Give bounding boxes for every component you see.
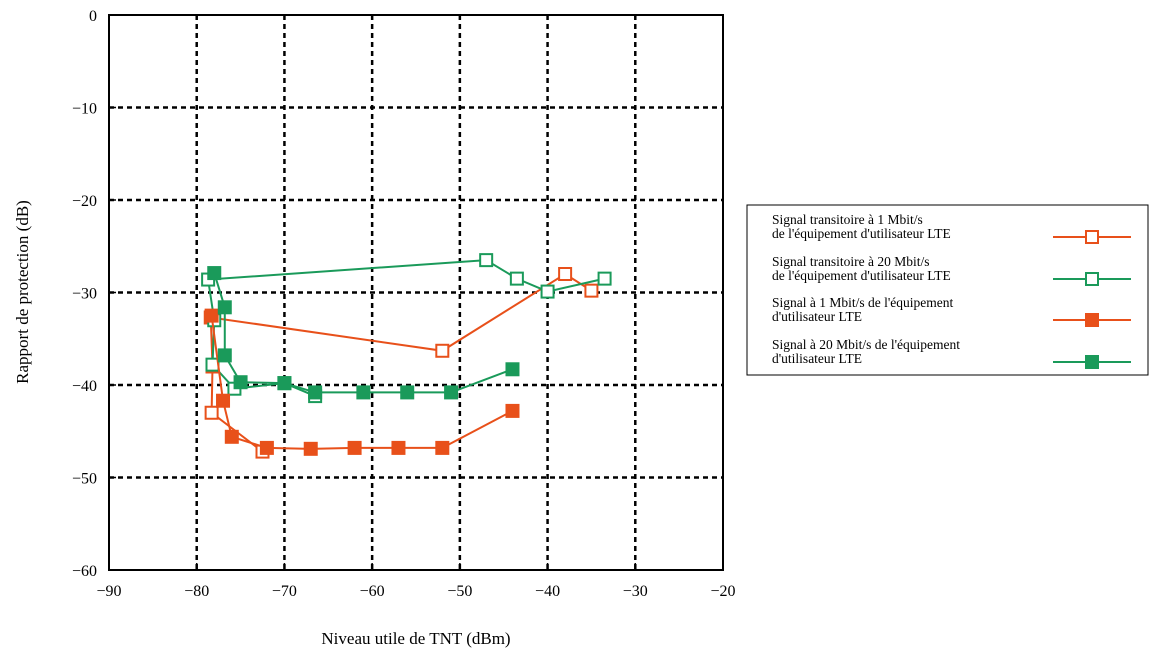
- data-point: [391, 440, 406, 455]
- data-point: [217, 300, 232, 315]
- legend-label: Signal à 1 Mbit/s de l'équipement: [772, 295, 954, 310]
- legend-entry-1: Signal transitoire à 1 Mbit/sde l'équipe…: [772, 212, 1131, 244]
- data-point: [509, 271, 524, 286]
- x-tick-label: −50: [447, 583, 472, 600]
- x-tick-label: −60: [360, 583, 385, 600]
- data-point: [444, 385, 459, 400]
- data-point: [347, 440, 362, 455]
- data-point: [233, 375, 248, 390]
- legend-marker: [1085, 272, 1099, 286]
- data-point: [435, 440, 450, 455]
- legend-entry-3: Signal à 1 Mbit/s de l'équipementd'utili…: [772, 295, 1131, 327]
- data-point: [540, 284, 555, 299]
- x-tick-label: −40: [535, 583, 560, 600]
- legend-label: Signal transitoire à 1 Mbit/s: [772, 212, 923, 227]
- grid-lines: [109, 15, 723, 570]
- data-point: [204, 308, 219, 323]
- data-point: [224, 429, 239, 444]
- legend-label: d'utilisateur LTE: [772, 351, 862, 366]
- series-line: [213, 272, 513, 394]
- y-axis-title: Rapport de protection (dB): [13, 200, 32, 384]
- x-tick-label: −30: [623, 583, 648, 600]
- data-point: [505, 403, 520, 418]
- legend-label: de l'équipement d'utilisateur LTE: [772, 226, 951, 241]
- data-point: [259, 440, 274, 455]
- legend-label: Signal à 20 Mbit/s de l'équipement: [772, 337, 960, 352]
- data-point: [558, 267, 573, 281]
- data-point: [505, 362, 520, 377]
- legend-label: Signal transitoire à 20 Mbit/s: [772, 254, 930, 269]
- data-point: [584, 283, 599, 298]
- legend-label: de l'équipement d'utilisateur LTE: [772, 268, 951, 283]
- data-point: [277, 376, 292, 391]
- series-1: [203, 267, 599, 459]
- series-2: [201, 253, 612, 404]
- legend: Signal transitoire à 1 Mbit/sde l'équipe…: [746, 204, 1149, 376]
- data-point: [435, 343, 450, 358]
- legend-box: [746, 204, 1149, 376]
- x-tick-label: −90: [96, 583, 121, 600]
- y-tick-label: −30: [72, 286, 97, 303]
- data-point: [308, 385, 323, 400]
- axis-ticks: −90 −80 −70 −60 −50 −40 −30 −20 0 −10 −20 −30 −40 −50…: [72, 8, 736, 600]
- x-tick-label: −20: [710, 583, 735, 600]
- series-4: [207, 266, 520, 400]
- data-point: [479, 253, 494, 268]
- legend-entry-4: Signal à 20 Mbit/s de l'équipementd'util…: [772, 337, 1131, 369]
- y-tick-label: −10: [72, 101, 97, 118]
- x-axis-title: Niveau utile de TNT (dBm): [321, 629, 510, 648]
- data-point: [597, 271, 612, 286]
- y-tick-label: −50: [72, 471, 97, 488]
- legend-marker: [1085, 355, 1099, 369]
- series-group: [201, 253, 612, 459]
- series-line: [209, 272, 592, 453]
- legend-marker: [1085, 230, 1099, 244]
- data-point: [217, 348, 232, 363]
- legend-marker: [1085, 313, 1099, 327]
- y-tick-label: −20: [72, 193, 97, 210]
- data-point: [216, 393, 231, 408]
- series-line: [206, 259, 605, 398]
- y-tick-label: 0: [89, 8, 97, 25]
- data-point: [400, 385, 415, 400]
- x-tick-label: −80: [184, 583, 209, 600]
- data-point: [207, 266, 222, 281]
- y-tick-label: −40: [72, 378, 97, 395]
- y-tick-label: −60: [72, 563, 97, 580]
- data-point: [356, 385, 371, 400]
- x-tick-label: −70: [272, 583, 297, 600]
- data-point: [303, 441, 318, 456]
- legend-label: d'utilisateur LTE: [772, 309, 862, 324]
- data-point: [204, 405, 219, 420]
- series-3: [204, 308, 520, 456]
- legend-entry-2: Signal transitoire à 20 Mbit/sde l'équip…: [772, 254, 1131, 286]
